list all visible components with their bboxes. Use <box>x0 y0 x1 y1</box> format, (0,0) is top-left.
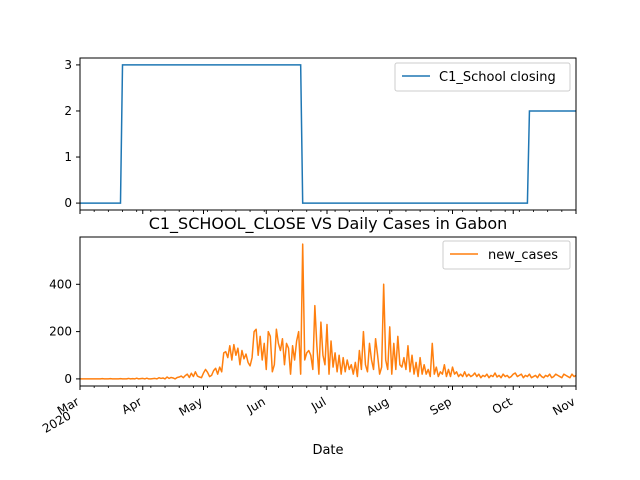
bottom-x-tick-label: Jul <box>308 394 328 414</box>
chart-title: C1_SCHOOL_CLOSE VS Daily Cases in Gabon <box>149 214 508 234</box>
top-series-group <box>80 64 576 204</box>
bottom-legend: new_cases <box>442 240 571 270</box>
top-y-tick-label: 3 <box>64 58 72 72</box>
bottom-y-tick-label: 400 <box>49 277 72 291</box>
top-legend: C1_School closing <box>394 62 571 92</box>
bottom-legend-label: new_cases <box>488 248 558 263</box>
top-axes-frame <box>79 57 577 211</box>
bottom-axes-frame <box>79 236 577 387</box>
x-axis-label: Date <box>312 443 343 458</box>
top-y-tick-label: 2 <box>64 104 72 118</box>
bottom-series-line <box>80 243 577 380</box>
bottom-series-group <box>80 243 577 380</box>
top-y-tick-label: 0 <box>64 196 72 210</box>
top-series-line <box>80 64 576 204</box>
bottom-y-tick-label: 200 <box>49 325 72 339</box>
top-legend-label: C1_School closing <box>439 70 556 85</box>
bottom-legend-box <box>442 240 571 270</box>
bottom-y-tick-label: 0 <box>64 372 72 386</box>
top-panel: 0 1 2 3 C1_School closing <box>64 57 577 214</box>
top-y-tick-label: 1 <box>64 150 72 164</box>
top-axes-group: 0 1 2 3 <box>64 58 577 214</box>
top-legend-box <box>394 62 571 92</box>
